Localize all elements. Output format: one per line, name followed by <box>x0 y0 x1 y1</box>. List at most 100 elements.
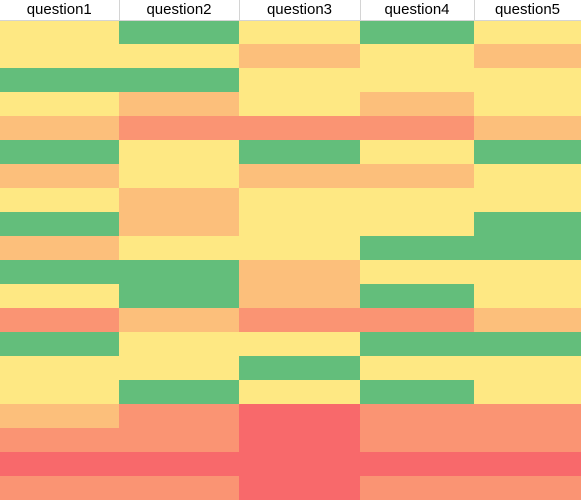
cell-r3-question5[interactable] <box>474 67 581 92</box>
cell-r5-question2[interactable] <box>119 115 239 140</box>
cell-r10-question4[interactable] <box>360 235 474 260</box>
cell-r12-question1[interactable] <box>0 283 119 308</box>
cell-r11-question5[interactable] <box>474 259 581 284</box>
cell-r17-question2[interactable] <box>119 403 239 428</box>
cell-r11-question3[interactable] <box>239 259 360 284</box>
cell-r9-question2[interactable] <box>119 211 239 236</box>
cell-r14-question2[interactable] <box>119 331 239 356</box>
cell-r4-question1[interactable] <box>0 91 119 116</box>
column-header-question2[interactable]: question2 <box>119 0 240 21</box>
cell-r9-question5[interactable] <box>474 211 581 236</box>
cell-r20-question1[interactable] <box>0 475 119 500</box>
cell-r10-question3[interactable] <box>239 235 360 260</box>
cell-r20-question5[interactable] <box>474 475 581 500</box>
cell-r3-question4[interactable] <box>360 67 474 92</box>
cell-r7-question2[interactable] <box>119 163 239 188</box>
cell-r7-question1[interactable] <box>0 163 119 188</box>
cell-r17-question1[interactable] <box>0 403 119 428</box>
cell-r15-question1[interactable] <box>0 355 119 380</box>
cell-r4-question4[interactable] <box>360 91 474 116</box>
column-header-question4[interactable]: question4 <box>360 0 475 21</box>
cell-r10-question1[interactable] <box>0 235 119 260</box>
cell-r13-question3[interactable] <box>239 307 360 332</box>
cell-r15-question3[interactable] <box>239 355 360 380</box>
cell-r13-question4[interactable] <box>360 307 474 332</box>
cell-r16-question5[interactable] <box>474 379 581 404</box>
cell-r9-question3[interactable] <box>239 211 360 236</box>
cell-r2-question5[interactable] <box>474 43 581 68</box>
cell-r7-question5[interactable] <box>474 163 581 188</box>
cell-r20-question4[interactable] <box>360 475 474 500</box>
cell-r3-question1[interactable] <box>0 67 119 92</box>
cell-r19-question3[interactable] <box>239 451 360 476</box>
cell-r6-question1[interactable] <box>0 139 119 164</box>
cell-r5-question4[interactable] <box>360 115 474 140</box>
cell-r6-question4[interactable] <box>360 139 474 164</box>
cell-r6-question2[interactable] <box>119 139 239 164</box>
cell-r16-question3[interactable] <box>239 379 360 404</box>
cell-r8-question5[interactable] <box>474 187 581 212</box>
cell-r1-question1[interactable] <box>0 20 119 44</box>
cell-r8-question2[interactable] <box>119 187 239 212</box>
cell-r8-question4[interactable] <box>360 187 474 212</box>
cell-r8-question1[interactable] <box>0 187 119 212</box>
cell-r10-question5[interactable] <box>474 235 581 260</box>
cell-r13-question2[interactable] <box>119 307 239 332</box>
cell-r17-question4[interactable] <box>360 403 474 428</box>
cell-r16-question4[interactable] <box>360 379 474 404</box>
cell-r18-question2[interactable] <box>119 427 239 452</box>
cell-r8-question3[interactable] <box>239 187 360 212</box>
cell-r3-question2[interactable] <box>119 67 239 92</box>
cell-r15-question2[interactable] <box>119 355 239 380</box>
cell-r12-question3[interactable] <box>239 283 360 308</box>
cell-r1-question4[interactable] <box>360 20 474 44</box>
column-header-question5[interactable]: question5 <box>474 0 581 21</box>
cell-r12-question4[interactable] <box>360 283 474 308</box>
cell-r14-question3[interactable] <box>239 331 360 356</box>
cell-r19-question1[interactable] <box>0 451 119 476</box>
cell-r11-question1[interactable] <box>0 259 119 284</box>
column-header-question1[interactable]: question1 <box>0 0 120 21</box>
cell-r4-question3[interactable] <box>239 91 360 116</box>
cell-r1-question5[interactable] <box>474 20 581 44</box>
cell-r10-question2[interactable] <box>119 235 239 260</box>
cell-r15-question5[interactable] <box>474 355 581 380</box>
cell-r18-question5[interactable] <box>474 427 581 452</box>
cell-r20-question2[interactable] <box>119 475 239 500</box>
cell-r15-question4[interactable] <box>360 355 474 380</box>
cell-r9-question1[interactable] <box>0 211 119 236</box>
cell-r13-question5[interactable] <box>474 307 581 332</box>
cell-r7-question4[interactable] <box>360 163 474 188</box>
cell-r19-question2[interactable] <box>119 451 239 476</box>
column-header-question3[interactable]: question3 <box>239 0 361 21</box>
cell-r4-question2[interactable] <box>119 91 239 116</box>
cell-r13-question1[interactable] <box>0 307 119 332</box>
cell-r18-question1[interactable] <box>0 427 119 452</box>
cell-r14-question4[interactable] <box>360 331 474 356</box>
cell-r12-question5[interactable] <box>474 283 581 308</box>
cell-r1-question3[interactable] <box>239 20 360 44</box>
cell-r4-question5[interactable] <box>474 91 581 116</box>
cell-r19-question4[interactable] <box>360 451 474 476</box>
cell-r17-question3[interactable] <box>239 403 360 428</box>
cell-r1-question2[interactable] <box>119 20 239 44</box>
cell-r6-question3[interactable] <box>239 139 360 164</box>
cell-r11-question4[interactable] <box>360 259 474 284</box>
cell-r2-question2[interactable] <box>119 43 239 68</box>
cell-r2-question1[interactable] <box>0 43 119 68</box>
cell-r2-question3[interactable] <box>239 43 360 68</box>
cell-r14-question1[interactable] <box>0 331 119 356</box>
cell-r18-question4[interactable] <box>360 427 474 452</box>
cell-r16-question1[interactable] <box>0 379 119 404</box>
cell-r17-question5[interactable] <box>474 403 581 428</box>
cell-r2-question4[interactable] <box>360 43 474 68</box>
cell-r7-question3[interactable] <box>239 163 360 188</box>
cell-r16-question2[interactable] <box>119 379 239 404</box>
cell-r19-question5[interactable] <box>474 451 581 476</box>
cell-r14-question5[interactable] <box>474 331 581 356</box>
cell-r3-question3[interactable] <box>239 67 360 92</box>
cell-r18-question3[interactable] <box>239 427 360 452</box>
cell-r6-question5[interactable] <box>474 139 581 164</box>
cell-r12-question2[interactable] <box>119 283 239 308</box>
cell-r20-question3[interactable] <box>239 475 360 500</box>
